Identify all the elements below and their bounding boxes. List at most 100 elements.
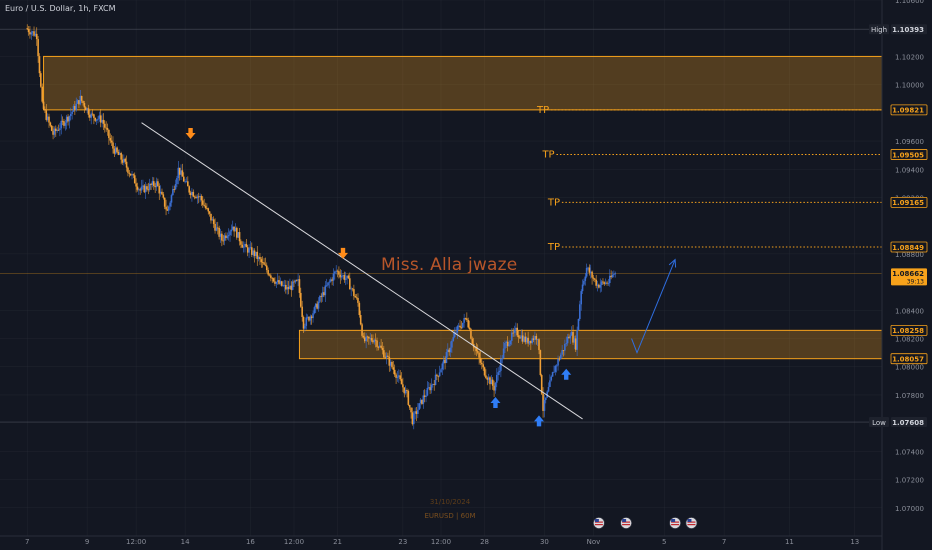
- candle-body: [468, 327, 471, 330]
- price-label: 1.09505: [890, 149, 928, 160]
- candle-body: [592, 277, 595, 279]
- candle-body: [127, 167, 129, 173]
- price-label-tag: High: [871, 26, 887, 34]
- candle-body: [297, 279, 299, 281]
- candle-body: [110, 140, 113, 143]
- candle-body: [388, 356, 391, 366]
- candle-body: [118, 153, 121, 155]
- candle-body: [523, 336, 525, 342]
- candle-body: [524, 336, 527, 343]
- candle-body: [508, 344, 510, 347]
- candle-body: [574, 338, 577, 350]
- candle-body: [206, 208, 208, 209]
- candle-body: [267, 270, 269, 275]
- time-tick-label: 5: [662, 538, 666, 546]
- candle-body: [104, 123, 106, 128]
- candle-body: [131, 174, 133, 176]
- candle-body: [353, 289, 355, 297]
- candle-body: [393, 369, 396, 375]
- candle-body: [275, 282, 278, 284]
- candle-body: [101, 119, 103, 123]
- price-tick-label: 1.07400: [895, 448, 924, 456]
- candle-body: [606, 282, 608, 284]
- time-tick-label: 11: [785, 538, 794, 546]
- candle-body: [509, 340, 512, 345]
- price-label-value: 1.08258: [892, 327, 924, 335]
- candle-body: [459, 325, 461, 328]
- candle-body: [408, 404, 411, 408]
- candle-body: [510, 332, 513, 341]
- candle-body: [89, 114, 91, 118]
- candle-body: [268, 274, 271, 276]
- price-label-box: [890, 149, 928, 160]
- candle-body: [99, 115, 102, 123]
- candle-body: [50, 125, 53, 131]
- candle-body: [457, 325, 460, 327]
- projection-path: [631, 259, 676, 354]
- candle-body: [453, 332, 456, 338]
- candle-body: [161, 191, 163, 195]
- candle-body: [479, 357, 482, 363]
- candle-body: [421, 399, 423, 404]
- candle-body: [598, 284, 600, 288]
- candle-body: [320, 296, 323, 298]
- candle-body: [222, 240, 225, 242]
- candle-body: [310, 316, 313, 319]
- candle-body: [283, 284, 286, 286]
- candle-body: [429, 387, 431, 391]
- candle-body: [178, 167, 181, 175]
- candle-body: [324, 285, 327, 296]
- price-label-value: 1.08662: [892, 270, 924, 278]
- candle-body: [255, 251, 257, 257]
- candle-body: [71, 111, 73, 114]
- candle-body: [86, 108, 88, 111]
- candle-body: [139, 189, 141, 191]
- candle-body: [444, 359, 446, 364]
- candle-body: [162, 194, 165, 198]
- candle-body: [380, 345, 382, 348]
- candle-body: [513, 329, 516, 333]
- candle-body: [65, 116, 68, 123]
- candle-body: [525, 337, 528, 343]
- candle-body: [91, 113, 94, 115]
- candle-body: [276, 280, 279, 283]
- candle-body: [535, 335, 538, 340]
- candle-body: [437, 375, 440, 377]
- candle-body: [414, 411, 416, 414]
- candle-body: [216, 227, 219, 229]
- candle-body: [505, 341, 508, 344]
- candle-body: [585, 267, 588, 277]
- candle-body: [272, 278, 275, 282]
- candle-body: [396, 376, 399, 378]
- candle-body: [210, 213, 212, 221]
- candle-body: [555, 365, 558, 367]
- candle-body: [528, 340, 531, 344]
- event-flag-canton: [687, 519, 692, 522]
- candle-body: [249, 247, 252, 249]
- candle-body: [441, 363, 444, 370]
- candle-body: [434, 374, 437, 385]
- price-tick-label: 1.09400: [895, 166, 924, 174]
- candle-body: [109, 138, 112, 141]
- candle-body: [155, 181, 158, 188]
- candle-body: [53, 128, 56, 135]
- candle-body: [98, 115, 101, 119]
- candle-body: [125, 161, 128, 168]
- event-flag-stripe: [594, 524, 603, 526]
- candle-body: [74, 105, 76, 111]
- candle-body: [410, 407, 412, 413]
- candle-body: [212, 219, 215, 224]
- candle-body: [399, 375, 401, 380]
- candle-body: [546, 391, 548, 398]
- candle-body: [543, 399, 546, 411]
- candle-body: [520, 335, 523, 339]
- candle-body: [121, 159, 124, 163]
- candle-body: [177, 167, 180, 179]
- candle-body: [594, 278, 596, 280]
- candle-body: [542, 393, 544, 411]
- candle-body: [259, 256, 261, 260]
- candle-body: [60, 120, 63, 129]
- candle-body: [301, 306, 303, 317]
- candle-body: [398, 375, 400, 377]
